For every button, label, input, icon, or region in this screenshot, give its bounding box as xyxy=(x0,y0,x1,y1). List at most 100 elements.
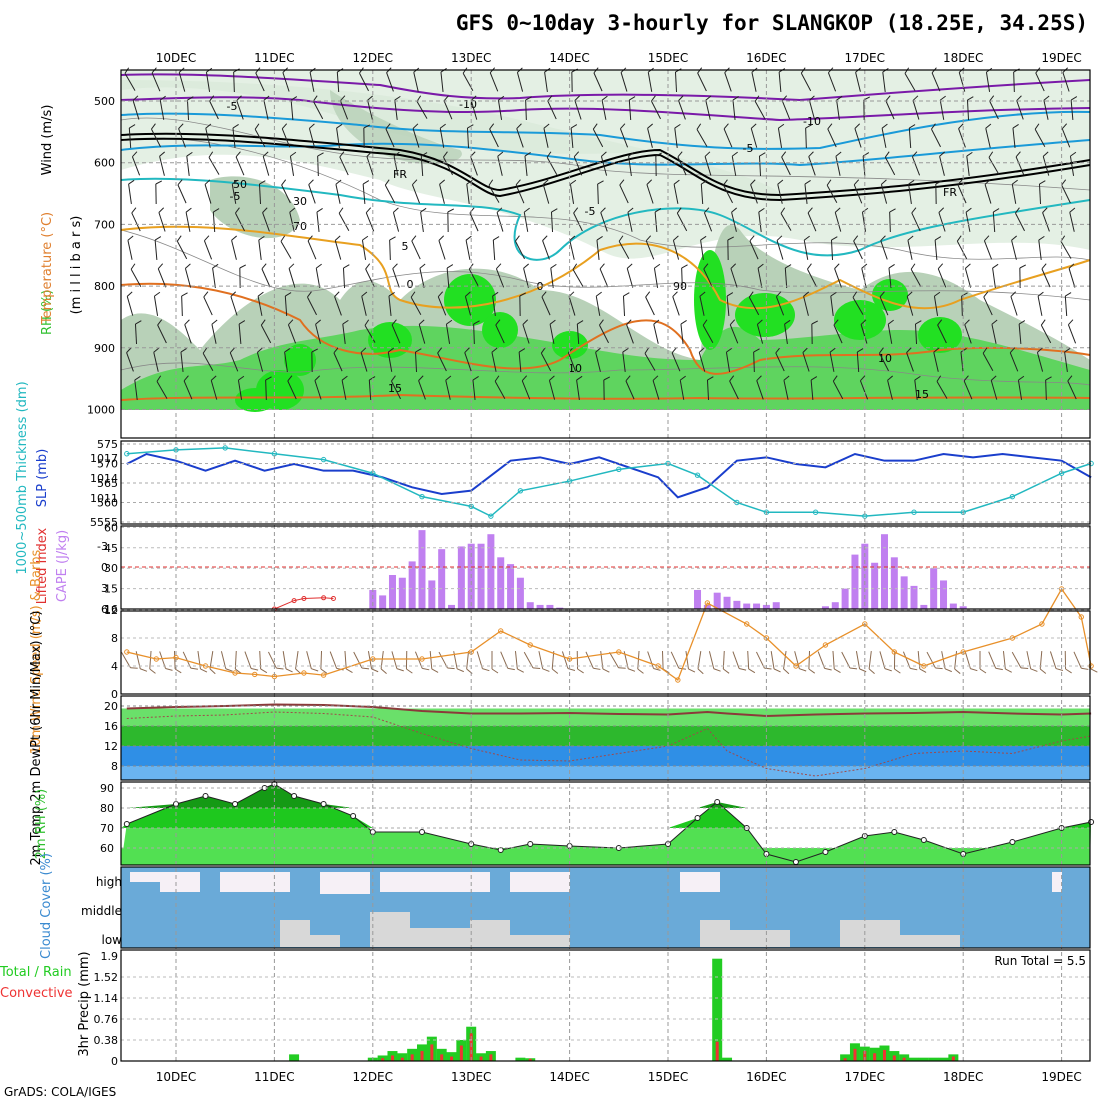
wind-barb-flag xyxy=(541,291,547,298)
wind-barb xyxy=(991,319,998,344)
wind-barb xyxy=(439,179,446,204)
surface-wind-barb-flag xyxy=(149,668,156,674)
wind-barb xyxy=(439,123,446,148)
precip-convective-bar xyxy=(863,1051,867,1061)
wind-barb xyxy=(784,319,791,344)
wind-barb-flag xyxy=(807,207,813,214)
thickness-point xyxy=(320,456,327,463)
rh-area-mid xyxy=(210,176,300,239)
precip-convective-bar xyxy=(390,1055,394,1061)
wind-barb-staff xyxy=(671,352,681,372)
precip-total-bar xyxy=(909,1057,919,1061)
wind-barb xyxy=(756,319,764,344)
wind-tick-label: 12 xyxy=(104,604,118,617)
wind-barb-flag xyxy=(1012,124,1019,129)
wind-barb xyxy=(492,291,499,316)
wind-barb xyxy=(570,124,578,149)
wind-barb-staff xyxy=(258,183,262,205)
wind-barb-flag xyxy=(750,179,756,185)
surface-wind-barb xyxy=(500,651,515,671)
wind-barb-flag xyxy=(178,123,184,129)
wind-barb-staff xyxy=(549,324,555,344)
wind-barb-staff xyxy=(312,100,324,120)
wind-barb-staff xyxy=(775,296,785,316)
wind-barb-flag xyxy=(550,263,557,269)
wind-barb-staff xyxy=(473,323,475,345)
wind-barb xyxy=(550,208,558,233)
wind-barb-staff xyxy=(282,72,290,92)
wind-barb-flag xyxy=(887,375,894,381)
cloud-low-block xyxy=(900,935,960,947)
dewpoint-2m-line xyxy=(126,711,1092,777)
wind-barb-staff xyxy=(698,352,706,372)
wind-barb-flag xyxy=(362,180,370,185)
wind-barb-flag xyxy=(212,263,219,269)
wind-barb-staff xyxy=(596,240,600,260)
wind-barb xyxy=(523,263,530,288)
wind-barb-flag xyxy=(488,179,494,186)
wind-barb xyxy=(672,235,680,260)
wind-barb xyxy=(1041,263,1051,288)
wind-barb-flag xyxy=(936,375,942,382)
precip-total-bar xyxy=(289,1054,300,1061)
wind-barb-flag xyxy=(811,320,819,325)
wind-barb xyxy=(862,152,870,177)
wind-barb xyxy=(543,123,550,148)
wind-barb-staff xyxy=(308,128,316,148)
surface-wind-barb xyxy=(817,651,832,671)
wind-barb-staff xyxy=(829,352,835,372)
wind-barb xyxy=(966,151,973,176)
wind-barb xyxy=(939,151,946,176)
wind-barb-staff xyxy=(1064,295,1068,317)
wind-barb-flag xyxy=(549,375,555,381)
rh2m-point xyxy=(350,813,357,819)
surface-wind-barb xyxy=(647,651,661,671)
wind-barb-flag xyxy=(492,291,499,297)
wind-barb-flag xyxy=(592,123,598,130)
precip-convective-bar xyxy=(715,1041,719,1061)
cape-bar xyxy=(753,603,761,609)
wind-barb-staff xyxy=(1013,71,1015,93)
wind-barb-staff xyxy=(856,351,860,373)
wind-barb-flag xyxy=(570,179,577,185)
contour-label: 15 xyxy=(915,388,929,401)
wind-barb-flag xyxy=(341,375,348,381)
wind-barb-flag xyxy=(887,319,894,325)
slp-tick-label: 1014 xyxy=(90,472,118,485)
wind-barb xyxy=(1068,263,1076,288)
wind-barb-staff xyxy=(723,128,733,148)
wind-barb-flag xyxy=(498,95,505,101)
wind-barb-staff xyxy=(599,324,609,344)
wind-barb-flag xyxy=(469,207,475,214)
surface-wind-barb xyxy=(259,650,268,674)
wind-barb-flag xyxy=(1070,96,1078,101)
panel-frame-thick xyxy=(120,440,1091,525)
wind-barb-flag xyxy=(393,207,399,213)
wind-barb-staff xyxy=(495,268,505,288)
wind-barb xyxy=(1067,319,1077,344)
wind-barb-flag xyxy=(723,179,728,186)
wind-barb-flag xyxy=(933,347,940,353)
precip-convective-bar xyxy=(450,1056,454,1061)
wind-barb-flag xyxy=(132,95,139,101)
wind-barb xyxy=(128,124,136,149)
wind-barb-staff xyxy=(570,127,574,149)
wind-barb-staff xyxy=(966,99,970,121)
surface-wind-barb-staff xyxy=(708,651,715,669)
wind-barb-flag xyxy=(317,152,324,157)
surface-wind-barb-flag xyxy=(371,668,379,673)
wind-barb xyxy=(780,207,792,231)
surface-wind-barb-flag xyxy=(824,667,832,671)
wind-barb-flag xyxy=(437,347,443,354)
wind-barb-flag xyxy=(549,319,556,325)
wind-barb-staff xyxy=(780,213,792,231)
surface-wind-barb-staff xyxy=(429,650,433,670)
surface-wind-barb xyxy=(476,651,490,672)
thickness-point xyxy=(1009,493,1016,500)
date-label-top: 18DEC xyxy=(943,51,983,65)
surface-wind-barb xyxy=(964,651,978,672)
wind-barb xyxy=(131,151,141,176)
wind-barb-flag xyxy=(262,151,269,157)
wind-barb-flag xyxy=(1061,123,1068,130)
